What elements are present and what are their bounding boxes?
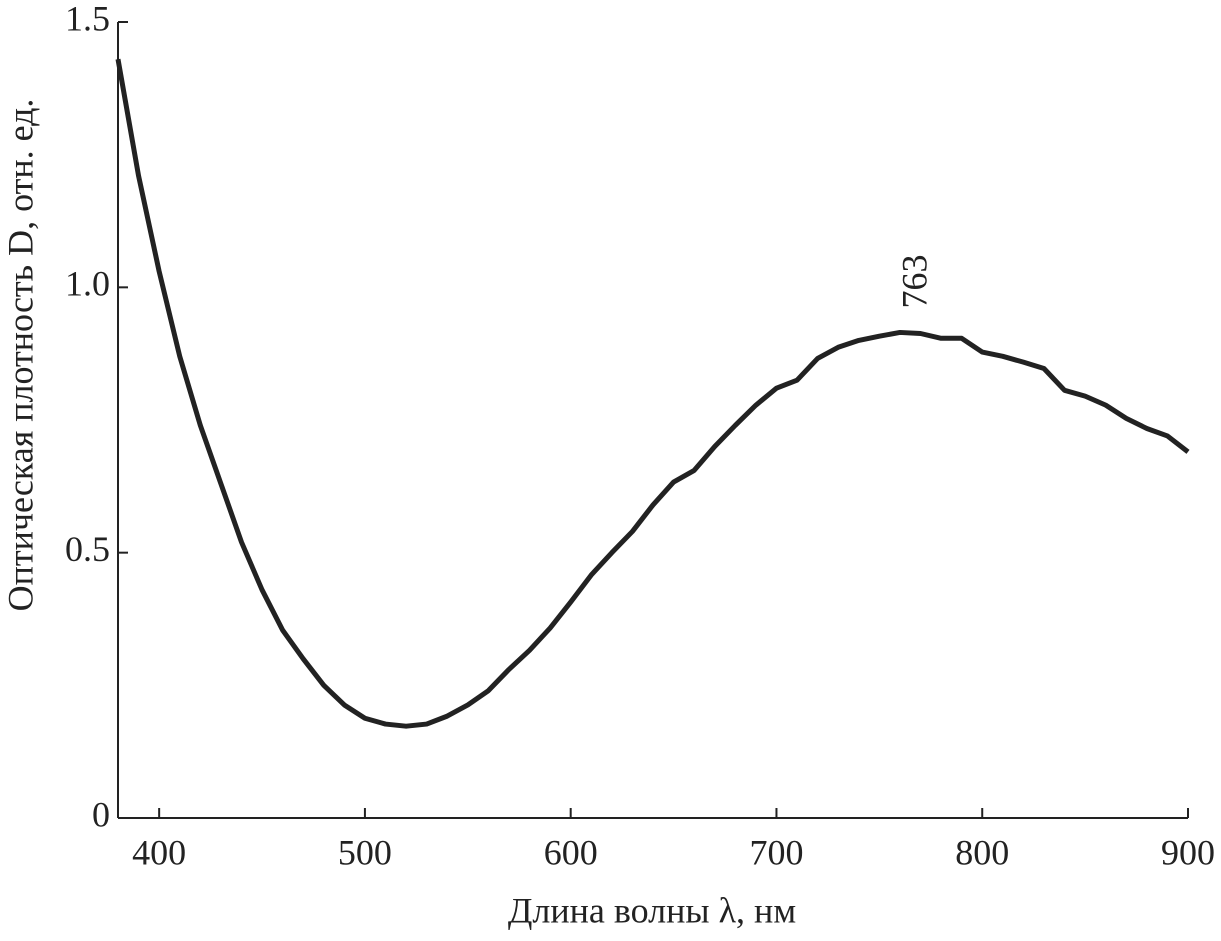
y-axis-label: Оптическая плотность D, отн. ед. (0, 99, 40, 612)
x-tick-label: 600 (544, 832, 598, 872)
x-tick-label: 400 (132, 832, 186, 872)
y-tick-label: 0 (92, 794, 110, 834)
y-tick-label: 0.5 (65, 529, 110, 569)
x-tick-label: 500 (338, 832, 392, 872)
x-tick-label: 900 (1161, 832, 1215, 872)
x-tick-label: 800 (955, 832, 1009, 872)
x-axis-label: Длина волны λ, нм (508, 890, 796, 930)
y-tick-label: 1.5 (65, 0, 110, 38)
data-line (115, 58, 1190, 729)
annotation: 763 (894, 255, 934, 309)
y-tick-label: 1.0 (65, 264, 110, 304)
x-tick-label: 700 (749, 832, 803, 872)
